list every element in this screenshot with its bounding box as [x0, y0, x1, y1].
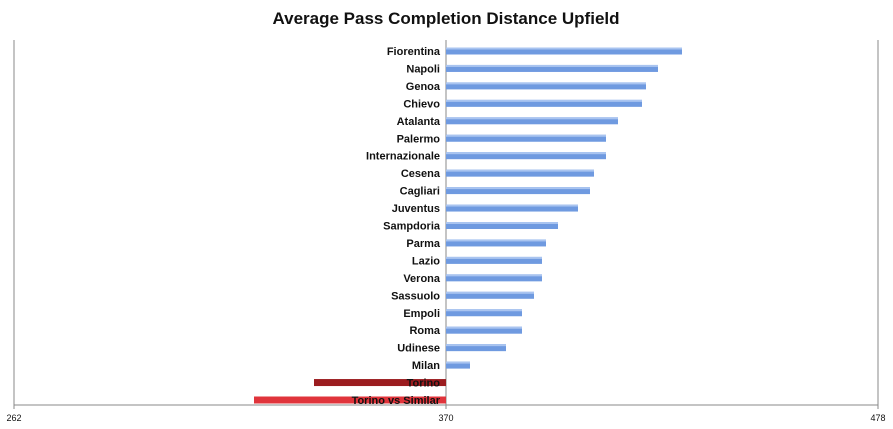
bar	[254, 396, 446, 404]
bars-group	[254, 47, 682, 404]
category-label: Internazionale	[366, 151, 440, 163]
category-label: Milan	[412, 360, 440, 372]
bar-highlight	[446, 326, 522, 329]
bar-highlight	[446, 309, 522, 312]
bar-highlight	[446, 274, 542, 277]
bar	[446, 134, 606, 142]
bar-highlight	[446, 344, 506, 347]
bar	[446, 274, 542, 282]
category-label: Chievo	[403, 98, 440, 110]
chart-title: Average Pass Completion Distance Upfield	[272, 9, 619, 28]
x-tick-label: 478	[870, 413, 885, 423]
category-label: Juventus	[392, 203, 440, 215]
bar-highlight	[446, 64, 658, 67]
bar-highlight	[446, 169, 594, 172]
bar	[446, 47, 682, 55]
category-label: Sampdoria	[383, 221, 441, 233]
bar	[446, 64, 658, 72]
bar-highlight	[446, 99, 642, 102]
category-label: Genoa	[406, 81, 441, 93]
bar-highlight	[446, 239, 546, 242]
category-label: Torino vs Similar	[352, 395, 441, 407]
bar	[446, 169, 594, 177]
bar	[446, 187, 590, 195]
bar-highlight	[446, 256, 542, 259]
bar-highlight	[446, 47, 682, 50]
bar	[446, 361, 470, 369]
category-label: Napoli	[406, 63, 440, 75]
category-label: Torino	[407, 378, 441, 390]
category-label: Empoli	[403, 308, 440, 320]
category-label: Udinese	[397, 343, 440, 355]
x-tick-label: 370	[438, 413, 453, 423]
bar-highlight	[446, 187, 590, 190]
category-label: Fiorentina	[387, 46, 441, 58]
bar	[446, 291, 534, 299]
x-tick-label: 262	[6, 413, 21, 423]
category-label: Lazio	[412, 255, 440, 267]
category-labels-group: Fiorentina Napoli Genoa Chievo Atalanta Paler…	[352, 46, 441, 407]
bar-highlight	[446, 82, 646, 85]
bar-highlight	[446, 204, 578, 207]
category-label: Atalanta	[397, 116, 441, 128]
bar	[446, 326, 522, 334]
bar	[446, 117, 618, 125]
bar	[446, 309, 522, 317]
bar	[446, 82, 646, 90]
bar-highlight	[446, 222, 558, 224]
category-label: Cagliari	[400, 186, 440, 198]
bar	[446, 204, 578, 212]
bar	[446, 344, 506, 352]
category-label: Palermo	[397, 133, 441, 145]
bar	[446, 239, 546, 247]
category-label: Verona	[403, 273, 441, 285]
bar-highlight	[446, 361, 470, 364]
bar-highlight	[446, 152, 606, 155]
bar-highlight	[446, 117, 618, 120]
category-label: Parma	[406, 238, 441, 250]
category-label: Sassuolo	[391, 290, 440, 302]
bar	[314, 379, 446, 387]
bar	[446, 152, 606, 160]
category-label: Roma	[409, 325, 440, 337]
bar	[446, 256, 542, 264]
bar	[446, 222, 558, 229]
bar	[446, 99, 642, 107]
category-label: Cesena	[401, 168, 441, 180]
bar-highlight	[446, 291, 534, 294]
bar-highlight	[446, 134, 606, 137]
